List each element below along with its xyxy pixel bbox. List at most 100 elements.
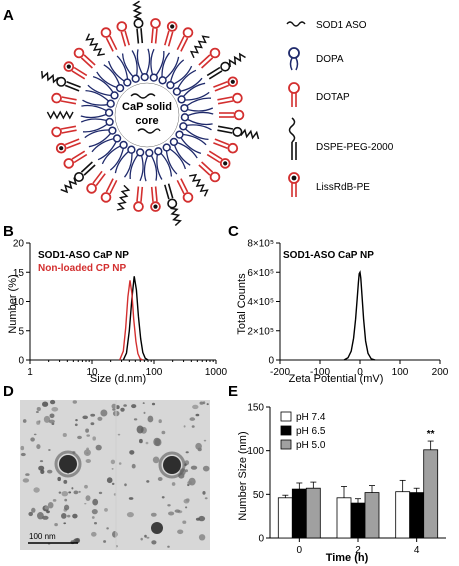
outer-lipid-peg	[132, 0, 144, 44]
e-legend: pH 7.4 pH 6.5 pH 5.0	[280, 411, 326, 451]
e-bar	[364, 492, 380, 539]
c-y-axis-label: Total Counts	[236, 273, 248, 335]
dopa-lipid	[154, 147, 173, 180]
tem-speckle	[28, 511, 33, 517]
outer-lipid-dotap	[150, 18, 161, 44]
dopa-lipid	[80, 117, 114, 133]
c-x-tick-label: -100	[310, 367, 330, 378]
outer-lipid-aso	[189, 35, 210, 59]
tem-speckle	[47, 502, 54, 509]
tem-speckle	[85, 495, 91, 501]
tem-speckle	[171, 482, 176, 486]
tem-speckle	[126, 511, 134, 518]
outer-lipid-dotap	[51, 125, 77, 138]
schematic-legend: SOD1 ASO DOPA DOTAP DSPE-PEG-2000 L	[286, 20, 394, 197]
c-x-tick-label: 200	[432, 367, 449, 378]
outer-lipid-liss	[150, 186, 161, 212]
outer-lipid-liss	[206, 150, 231, 169]
tem-speckle	[195, 413, 200, 417]
outer-lipid-peg	[41, 70, 81, 92]
peg-legend-icon	[288, 117, 297, 160]
tem-speckle	[187, 481, 192, 485]
b-x-tick-label: 10	[86, 367, 98, 378]
dopa-lipid	[162, 143, 187, 175]
dopa-lipid	[129, 148, 145, 182]
tem-speckle	[97, 416, 103, 421]
zeta-potential-chart: -200 -100 0 100 200 0 2×10⁵ 4×10⁵ 6×10⁵ 8×10⁵ Zet…	[236, 239, 449, 386]
tem-speckle	[167, 504, 171, 507]
tem-speckle	[64, 504, 70, 511]
tem-speckle	[50, 399, 56, 405]
tem-speckle	[204, 497, 208, 500]
tem-speckle	[54, 523, 58, 527]
tem-speckle	[206, 403, 209, 406]
b-series-line-1	[122, 276, 149, 361]
legend-ph65: pH 6.5	[296, 426, 326, 437]
tem-speckle	[140, 537, 143, 541]
tem-speckle	[106, 477, 113, 484]
dopa-legend-icon	[288, 47, 300, 71]
tem-speckle	[25, 473, 30, 476]
legend-swatch-ph50	[280, 439, 292, 450]
b-x-tick-label: 100	[146, 367, 163, 378]
tem-speckle	[199, 401, 204, 405]
tem-speckle	[100, 409, 108, 417]
e-x-tick-label: 2	[355, 545, 361, 556]
e-bar	[395, 491, 411, 539]
dopa-lipid	[149, 48, 165, 82]
b-y-axis-label: Number (%)	[7, 274, 19, 333]
tem-speckle	[61, 491, 69, 497]
e-y-tick-label: 150	[247, 403, 264, 414]
outer-lipid-dotap	[63, 150, 88, 169]
c-y-tick-label: 4×10⁵	[247, 297, 274, 308]
liss-legend-icon	[288, 172, 300, 197]
tem-speckle	[182, 520, 187, 524]
outer-lipid-peg	[217, 125, 260, 140]
tem-speckle	[195, 442, 202, 450]
tem-speckle	[22, 478, 30, 483]
nanoparticle-1	[54, 450, 82, 478]
tem-speckle	[33, 433, 37, 436]
outer-lipid-dotap	[86, 170, 106, 194]
tem-speckle	[31, 507, 36, 513]
tem-speckle	[190, 465, 198, 470]
legend-sod1-aso: SOD1 ASO	[316, 20, 367, 31]
outer-lipid-dotap	[133, 186, 144, 212]
tem-speckle	[86, 434, 90, 437]
dopa-lipid	[91, 134, 122, 161]
core-aso-strand	[137, 128, 161, 134]
outer-lipid-liss	[55, 138, 81, 154]
outer-lipid-liss	[213, 76, 239, 92]
tem-speckle	[203, 439, 207, 442]
legend-swatch-ph65	[280, 425, 292, 436]
dopa-lipid	[82, 89, 115, 108]
outer-lipid-liss	[164, 21, 178, 47]
e-bar	[336, 497, 352, 539]
e-bar	[423, 449, 439, 539]
tem-speckle	[131, 463, 136, 469]
tem-speckle	[120, 407, 125, 412]
size-distribution-chart: 1 10 100 1000 0 5 10 15 20 Size (d.nm) Number (%…	[7, 239, 228, 386]
tem-speckle	[20, 445, 25, 451]
tem-speckle	[158, 419, 162, 424]
legend-ph50: pH 5.0	[296, 440, 326, 451]
tem-speckle	[189, 417, 196, 421]
tem-speckle	[85, 459, 92, 463]
tem-speckle	[83, 449, 91, 456]
tem-speckle	[192, 404, 199, 410]
c-x-axis-label: Zeta Potential (mV)	[289, 373, 384, 385]
tem-speckle	[191, 425, 195, 428]
e-y-tick-label: 50	[253, 490, 265, 501]
tem-speckle	[20, 452, 26, 457]
outer-lipid-peg	[206, 52, 246, 80]
panel-e-letter: E	[228, 383, 238, 400]
tem-speckle	[48, 419, 55, 424]
outer-lipid-dotap	[219, 109, 245, 121]
tem-speckle	[198, 515, 206, 522]
dopa-lipid	[143, 148, 158, 182]
b-y-tick-label: 20	[13, 239, 25, 250]
tem-speckle	[94, 522, 97, 525]
tem-speckle	[144, 534, 147, 538]
c-y-tick-label: 8×10⁵	[247, 239, 274, 250]
panel-d-letter: D	[3, 383, 14, 400]
